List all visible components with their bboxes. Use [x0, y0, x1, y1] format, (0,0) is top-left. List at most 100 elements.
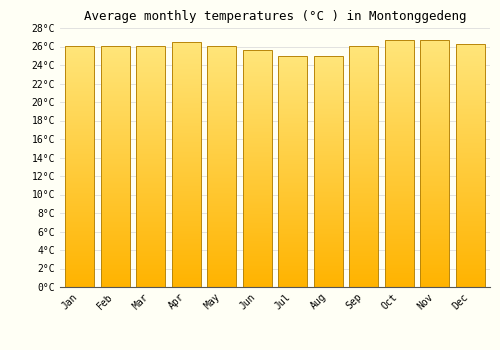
- Bar: [456, 103, 485, 105]
- Bar: [350, 60, 378, 61]
- Bar: [456, 54, 485, 55]
- Bar: [350, 128, 378, 129]
- Bar: [242, 62, 272, 63]
- Bar: [136, 196, 165, 198]
- Bar: [314, 275, 343, 276]
- Bar: [314, 150, 343, 152]
- Bar: [65, 248, 94, 250]
- Bar: [278, 140, 308, 141]
- Bar: [278, 100, 308, 101]
- Bar: [207, 251, 236, 252]
- Bar: [385, 209, 414, 210]
- Bar: [100, 186, 130, 187]
- Bar: [385, 134, 414, 135]
- Bar: [207, 286, 236, 287]
- Bar: [242, 60, 272, 61]
- Bar: [278, 176, 308, 177]
- Bar: [314, 162, 343, 163]
- Bar: [65, 83, 94, 84]
- Bar: [242, 125, 272, 126]
- Bar: [420, 210, 450, 212]
- Bar: [314, 115, 343, 116]
- Bar: [136, 172, 165, 174]
- Bar: [350, 72, 378, 74]
- Bar: [65, 112, 94, 113]
- Bar: [456, 232, 485, 233]
- Bar: [242, 121, 272, 122]
- Bar: [242, 205, 272, 206]
- Bar: [456, 233, 485, 235]
- Bar: [314, 130, 343, 131]
- Bar: [207, 244, 236, 245]
- Bar: [100, 48, 130, 49]
- Bar: [456, 271, 485, 272]
- Bar: [100, 235, 130, 236]
- Bar: [207, 51, 236, 53]
- Bar: [136, 244, 165, 245]
- Bar: [278, 144, 308, 145]
- Bar: [314, 109, 343, 110]
- Bar: [65, 178, 94, 180]
- Bar: [456, 252, 485, 253]
- Bar: [242, 218, 272, 219]
- Bar: [456, 187, 485, 188]
- Bar: [136, 194, 165, 195]
- Bar: [242, 158, 272, 159]
- Bar: [65, 140, 94, 141]
- Bar: [314, 192, 343, 193]
- Bar: [385, 256, 414, 257]
- Bar: [278, 126, 308, 127]
- Bar: [100, 149, 130, 150]
- Bar: [314, 234, 343, 235]
- Bar: [385, 86, 414, 87]
- Bar: [207, 271, 236, 273]
- Bar: [242, 183, 272, 184]
- Bar: [420, 170, 450, 171]
- Bar: [314, 226, 343, 227]
- Bar: [136, 53, 165, 54]
- Bar: [65, 246, 94, 247]
- Bar: [314, 248, 343, 249]
- Bar: [242, 221, 272, 222]
- Bar: [136, 141, 165, 142]
- Bar: [100, 83, 130, 84]
- Bar: [385, 155, 414, 156]
- Bar: [314, 215, 343, 216]
- Bar: [278, 212, 308, 213]
- Bar: [350, 121, 378, 123]
- Bar: [136, 60, 165, 61]
- Bar: [100, 165, 130, 166]
- Bar: [385, 286, 414, 287]
- Bar: [385, 276, 414, 277]
- Bar: [100, 234, 130, 235]
- Bar: [207, 241, 236, 242]
- Bar: [314, 251, 343, 252]
- Bar: [314, 58, 343, 59]
- Bar: [172, 76, 200, 77]
- Bar: [100, 74, 130, 75]
- Bar: [136, 47, 165, 48]
- Bar: [172, 249, 200, 250]
- Bar: [65, 114, 94, 116]
- Bar: [65, 187, 94, 188]
- Bar: [207, 136, 236, 137]
- Bar: [172, 201, 200, 202]
- Bar: [172, 179, 200, 180]
- Bar: [456, 149, 485, 151]
- Bar: [172, 48, 200, 49]
- Bar: [242, 156, 272, 157]
- Bar: [172, 70, 200, 71]
- Bar: [350, 273, 378, 274]
- Bar: [242, 50, 272, 51]
- Bar: [100, 242, 130, 244]
- Bar: [65, 216, 94, 217]
- Bar: [456, 212, 485, 213]
- Bar: [242, 87, 272, 88]
- Bar: [172, 243, 200, 244]
- Bar: [242, 216, 272, 217]
- Bar: [136, 231, 165, 233]
- Bar: [242, 154, 272, 156]
- Bar: [385, 70, 414, 71]
- Bar: [420, 193, 450, 194]
- Bar: [172, 273, 200, 275]
